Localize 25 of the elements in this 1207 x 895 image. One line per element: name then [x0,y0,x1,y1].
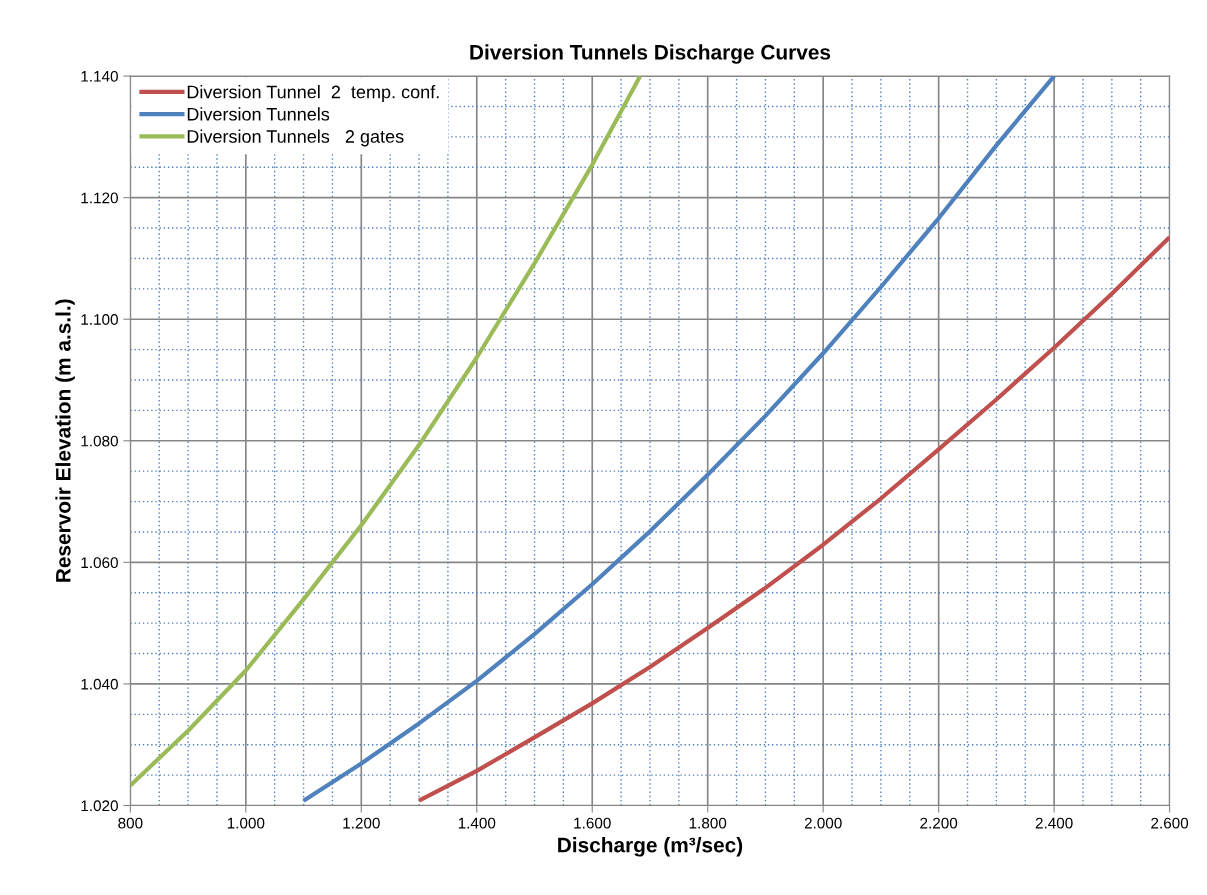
line-series [130,76,643,788]
x-tick-label: 2.000 [804,817,842,829]
y-tick-label: 1.020 [81,800,118,812]
legend-label: Diversion Tunnel 2 temp. conf. [187,85,439,102]
y-axis-title: Reservoir Elevation (m a.s.l.) [55,299,75,582]
legend-label: Diversion Tunnels 2 gates [187,129,404,147]
x-tick-label: 2.600 [1151,817,1189,829]
legend-label: Diversion Tunnels [187,107,330,121]
y-tick-label: 1.080 [81,435,118,447]
y-tick-label: 1.040 [81,678,118,690]
x-tick-label: 1.200 [343,817,380,829]
line-series [416,235,1170,803]
x-tick-label: 2.400 [1035,817,1073,829]
x-tick-label: 2.200 [920,817,958,829]
y-tick-label: 1.140 [81,70,118,82]
x-tick-label: 1.800 [689,817,727,829]
y-tick-label: 1.060 [81,557,118,569]
x-tick-label: 1.000 [227,817,265,829]
x-tick-label: 1.400 [458,817,496,829]
chart-title: Diversion Tunnels Discharge Curves [470,44,831,64]
x-axis-title: Discharge (m³/sec) [558,837,743,857]
x-tick-label: 1.600 [574,817,611,829]
y-tick-label: 1.100 [81,314,118,325]
x-tick-label: 800 [118,817,143,829]
y-tick-label: 1.120 [81,192,118,204]
